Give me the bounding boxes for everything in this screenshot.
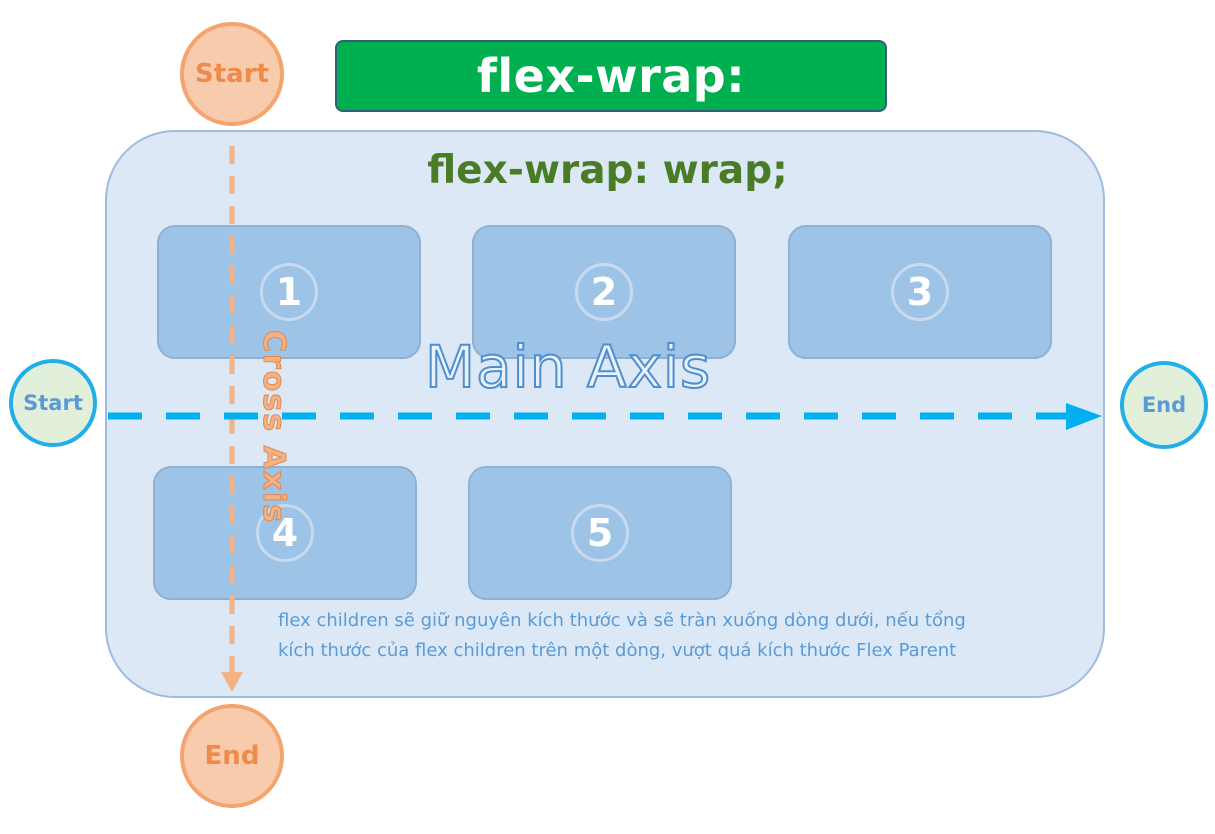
child-number: 1 <box>260 263 318 321</box>
child-number: 5 <box>571 504 629 562</box>
child-number: 3 <box>891 263 949 321</box>
cross-axis-start-label: Start <box>195 59 269 89</box>
cross-axis-start-circle: Start <box>180 22 284 126</box>
caption-line-1: flex children sẽ giữ nguyên kích thước v… <box>278 610 966 631</box>
flex-child-3: 3 <box>788 225 1052 359</box>
title-banner: flex-wrap: <box>335 40 887 112</box>
main-axis-end-circle: End <box>1120 361 1208 449</box>
flex-child-4: 4 <box>153 466 417 600</box>
flex-child-2: 2 <box>472 225 736 359</box>
flex-child-1: 1 <box>157 225 421 359</box>
cross-axis-label: Cross Axis <box>256 329 292 525</box>
caption: flex children sẽ giữ nguyên kích thước v… <box>278 606 1058 666</box>
cross-axis-end-circle: End <box>180 704 284 808</box>
cross-axis-end-label: End <box>204 741 260 771</box>
main-axis-start-label: Start <box>23 391 83 415</box>
caption-line-2: kích thước của flex children trên một dò… <box>278 640 957 661</box>
child-number: 4 <box>256 504 314 562</box>
child-number: 2 <box>575 263 633 321</box>
main-axis-end-label: End <box>1141 393 1187 417</box>
flex-child-5: 5 <box>468 466 732 600</box>
cross-axis-arrowhead <box>221 672 243 692</box>
main-axis-label: Main Axis <box>424 333 712 401</box>
main-axis-arrowhead <box>1066 403 1102 430</box>
main-axis-start-circle: Start <box>9 359 97 447</box>
title-text: flex-wrap: <box>476 49 746 103</box>
subtitle: flex-wrap: wrap; <box>427 148 788 193</box>
